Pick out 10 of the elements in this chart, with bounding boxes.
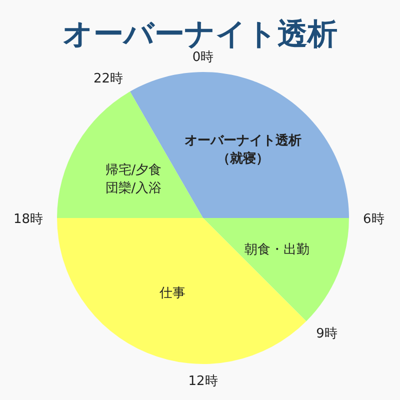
text: 9時 xyxy=(316,326,338,342)
text: 6時 xyxy=(363,212,384,227)
slice-label: 朝食・出勤 xyxy=(244,242,310,258)
text: 22時 xyxy=(93,72,123,87)
slice-label: オーバーナイト透析（就寝） xyxy=(184,132,302,166)
text: 18時 xyxy=(13,212,43,227)
slice-label: 帰宅/夕食団欒/入浴 xyxy=(105,162,162,196)
text: 12時 xyxy=(188,374,218,389)
slice-label: 仕事 xyxy=(158,286,186,302)
text: 0時 xyxy=(192,50,214,65)
